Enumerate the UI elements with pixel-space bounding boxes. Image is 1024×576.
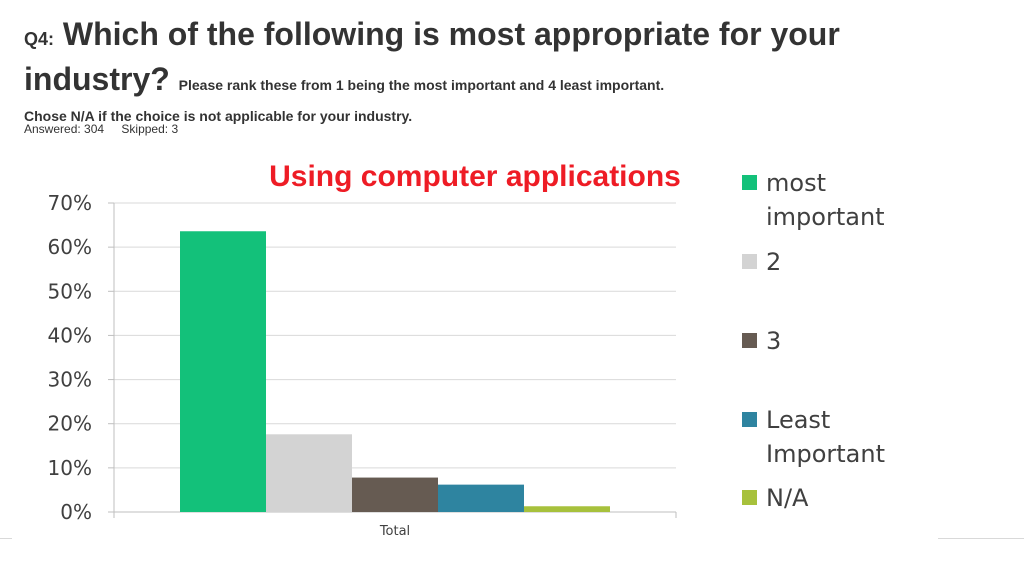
legend-label-1: most	[766, 169, 826, 197]
chart-title: Using computer applications	[269, 160, 681, 193]
legend-swatch-1	[742, 175, 757, 190]
question-title-line1: Q4: Which of the following is most appro…	[24, 14, 1004, 59]
bar-5	[524, 506, 610, 512]
y-tick-label: 30%	[48, 368, 92, 392]
question-note: Chose N/A if the choice is not applicabl…	[24, 108, 413, 124]
legend-label-5: N/A	[766, 484, 809, 512]
question-title-part2: industry?	[24, 61, 170, 97]
skipped-count: Skipped: 3	[121, 122, 179, 136]
legend-swatch-3	[742, 333, 757, 348]
question-number: Q4:	[24, 29, 55, 49]
bar-3	[352, 477, 438, 512]
y-tick-label: 20%	[48, 412, 92, 436]
bar-4	[438, 484, 524, 512]
legend-swatch-4	[742, 412, 757, 427]
question-title-line2: industry? Please rank these from 1 being…	[24, 59, 1004, 105]
y-tick-label: 50%	[48, 279, 92, 303]
response-stats: Answered: 304 Skipped: 3	[24, 122, 192, 136]
legend-label-3: 3	[766, 327, 781, 355]
legend-label-4: Least	[766, 406, 830, 434]
bar-2	[266, 434, 352, 512]
legend-label-4: Important	[766, 440, 885, 468]
footer-divider-left	[0, 538, 12, 539]
y-tick-label: 10%	[48, 456, 92, 480]
bar-1	[180, 231, 266, 512]
y-tick-label: 0%	[60, 500, 92, 524]
y-tick-label: 60%	[48, 235, 92, 259]
legend-label-2: 2	[766, 248, 781, 276]
legend-swatch-2	[742, 254, 757, 269]
legend-label-1: important	[766, 203, 885, 231]
y-tick-label: 40%	[48, 323, 92, 347]
answered-count: Answered: 304	[24, 122, 105, 136]
question-title-part1: Which of the following is most appropria…	[62, 16, 840, 52]
legend-swatch-5	[742, 490, 757, 505]
x-category-label: Total	[379, 524, 410, 539]
question-instruction: Please rank these from 1 being the most …	[178, 77, 665, 93]
question-block: Q4: Which of the following is most appro…	[24, 14, 1004, 126]
y-tick-label: 70%	[48, 191, 92, 215]
footer-divider-right	[938, 538, 1024, 539]
